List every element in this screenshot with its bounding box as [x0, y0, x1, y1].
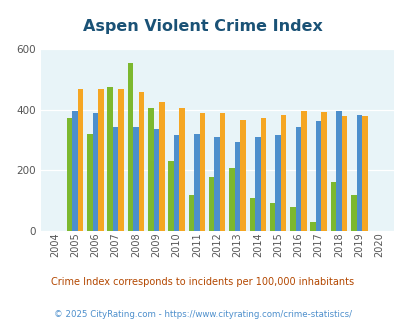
Bar — [280, 115, 286, 231]
Bar — [168, 161, 173, 231]
Bar — [214, 137, 220, 231]
Bar — [194, 134, 199, 231]
Bar — [260, 117, 265, 231]
Bar — [67, 117, 72, 231]
Bar — [341, 116, 346, 231]
Bar — [72, 111, 78, 231]
Bar — [107, 87, 113, 231]
Bar — [118, 89, 124, 231]
Text: Crime Index corresponds to incidents per 100,000 inhabitants: Crime Index corresponds to incidents per… — [51, 278, 354, 287]
Bar — [249, 198, 254, 231]
Bar — [113, 127, 118, 231]
Bar — [128, 63, 133, 231]
Bar — [350, 195, 356, 231]
Bar — [275, 135, 280, 231]
Bar — [234, 142, 240, 231]
Bar — [148, 109, 153, 231]
Bar — [92, 113, 98, 231]
Bar — [321, 112, 326, 231]
Bar — [153, 129, 159, 231]
Bar — [295, 127, 301, 231]
Bar — [361, 116, 367, 231]
Bar — [199, 113, 205, 231]
Bar — [133, 127, 139, 231]
Bar — [330, 182, 335, 231]
Bar — [269, 203, 275, 231]
Bar — [254, 137, 260, 231]
Bar — [301, 111, 306, 231]
Bar — [310, 222, 315, 231]
Bar — [98, 89, 103, 231]
Bar — [220, 113, 225, 231]
Bar — [335, 111, 341, 231]
Bar — [159, 102, 164, 231]
Bar — [290, 207, 295, 231]
Bar — [188, 195, 194, 231]
Bar — [356, 115, 361, 231]
Bar — [209, 177, 214, 231]
Bar — [229, 168, 234, 231]
Bar — [139, 92, 144, 231]
Bar — [315, 121, 321, 231]
Text: Aspen Violent Crime Index: Aspen Violent Crime Index — [83, 19, 322, 34]
Bar — [173, 135, 179, 231]
Bar — [240, 120, 245, 231]
Bar — [179, 109, 184, 231]
Text: © 2025 CityRating.com - https://www.cityrating.com/crime-statistics/: © 2025 CityRating.com - https://www.city… — [54, 310, 351, 319]
Bar — [78, 89, 83, 231]
Bar — [87, 134, 92, 231]
